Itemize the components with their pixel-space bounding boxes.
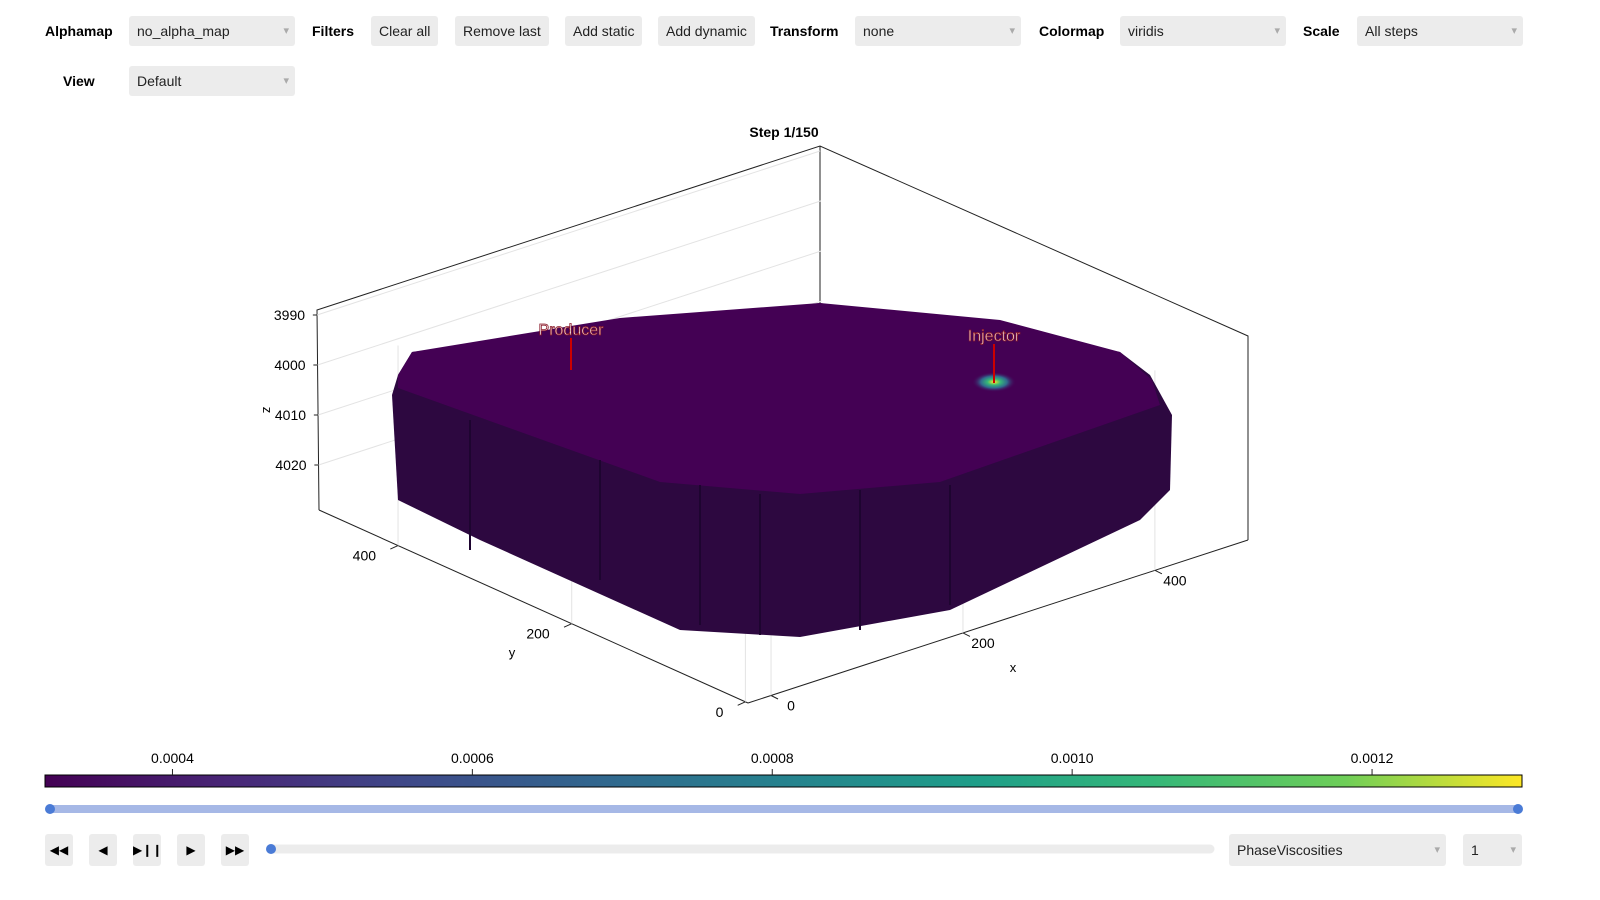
fast-forward-button[interactable]: ▶▶ <box>221 834 249 866</box>
tick-label: 0 <box>716 704 724 720</box>
range-handle[interactable] <box>45 804 55 814</box>
colorbar-tick-label: 0.0012 <box>1351 750 1394 766</box>
grid-line <box>316 150 821 316</box>
component-dropdown[interactable]: 1 <box>1463 834 1522 866</box>
tick-label: 3990 <box>274 307 305 323</box>
colorbar-tick-label: 0.0006 <box>451 750 494 766</box>
tick-label: 200 <box>526 626 550 642</box>
variable-dropdown[interactable]: PhaseViscosities <box>1229 834 1446 866</box>
reservoir-side <box>392 303 1172 637</box>
play-button[interactable]: ▶ <box>177 834 205 866</box>
grid-line <box>317 250 822 416</box>
dropdown[interactable]: no_alpha_map <box>129 16 295 46</box>
label: Alphamap <box>45 23 113 39</box>
filter-button[interactable]: Add static <box>565 16 643 46</box>
tick-label: 4020 <box>275 457 306 473</box>
rewind-button[interactable]: ◀◀ <box>45 834 73 866</box>
tick-label: 200 <box>971 635 995 651</box>
tick-mark <box>962 632 971 637</box>
label: Colormap <box>1039 23 1105 39</box>
step-handle[interactable] <box>266 844 276 854</box>
tick-label: 400 <box>1163 572 1187 588</box>
axis-label: z <box>260 407 275 414</box>
colorbar <box>44 774 1523 788</box>
filter-button[interactable]: Clear all <box>371 16 439 46</box>
dropdown[interactable]: Default <box>129 66 295 96</box>
step-back-button[interactable]: ◀ <box>89 834 117 866</box>
grid-line <box>318 300 822 466</box>
tick-label: 400 <box>353 548 377 564</box>
injection-plume <box>972 372 1016 392</box>
filter-button[interactable]: Remove last <box>455 16 549 46</box>
tick-label: 4000 <box>274 357 305 373</box>
tick-mark <box>1154 569 1163 575</box>
tick-mark <box>770 695 779 700</box>
colorbar-tick-label: 0.0004 <box>151 750 194 766</box>
dropdown[interactable]: none <box>855 16 1021 46</box>
dropdown[interactable]: viridis <box>1120 16 1286 46</box>
filter-button[interactable]: Add dynamic <box>658 16 755 46</box>
plot-title: Step 1/150 <box>749 124 818 140</box>
tick-label: 0 <box>787 697 795 713</box>
tick-mark <box>563 623 572 628</box>
reservoir-steps <box>469 420 951 635</box>
grid-line <box>317 200 821 366</box>
dropdown[interactable]: All steps <box>1357 16 1523 46</box>
well-label: Producer <box>539 322 605 339</box>
label: Filters <box>312 23 355 39</box>
tick-label: 4010 <box>275 407 306 423</box>
colorbar-tick-label: 0.0010 <box>1051 750 1094 766</box>
range-handle[interactable] <box>1513 804 1523 814</box>
axis-label: x <box>1010 660 1017 675</box>
label: Scale <box>1303 23 1340 39</box>
tick-mark <box>737 701 746 706</box>
play-pause-button[interactable]: ▶❙❙ <box>133 834 162 866</box>
label: View <box>63 73 95 89</box>
tick-mark <box>390 545 399 550</box>
reservoir-top <box>398 303 1160 494</box>
colorbar-tick-label: 0.0008 <box>751 750 794 766</box>
axis-label: y <box>509 645 516 660</box>
well-label: Injector <box>968 328 1021 345</box>
label: Transform <box>770 23 839 39</box>
axis-box <box>316 145 1249 704</box>
